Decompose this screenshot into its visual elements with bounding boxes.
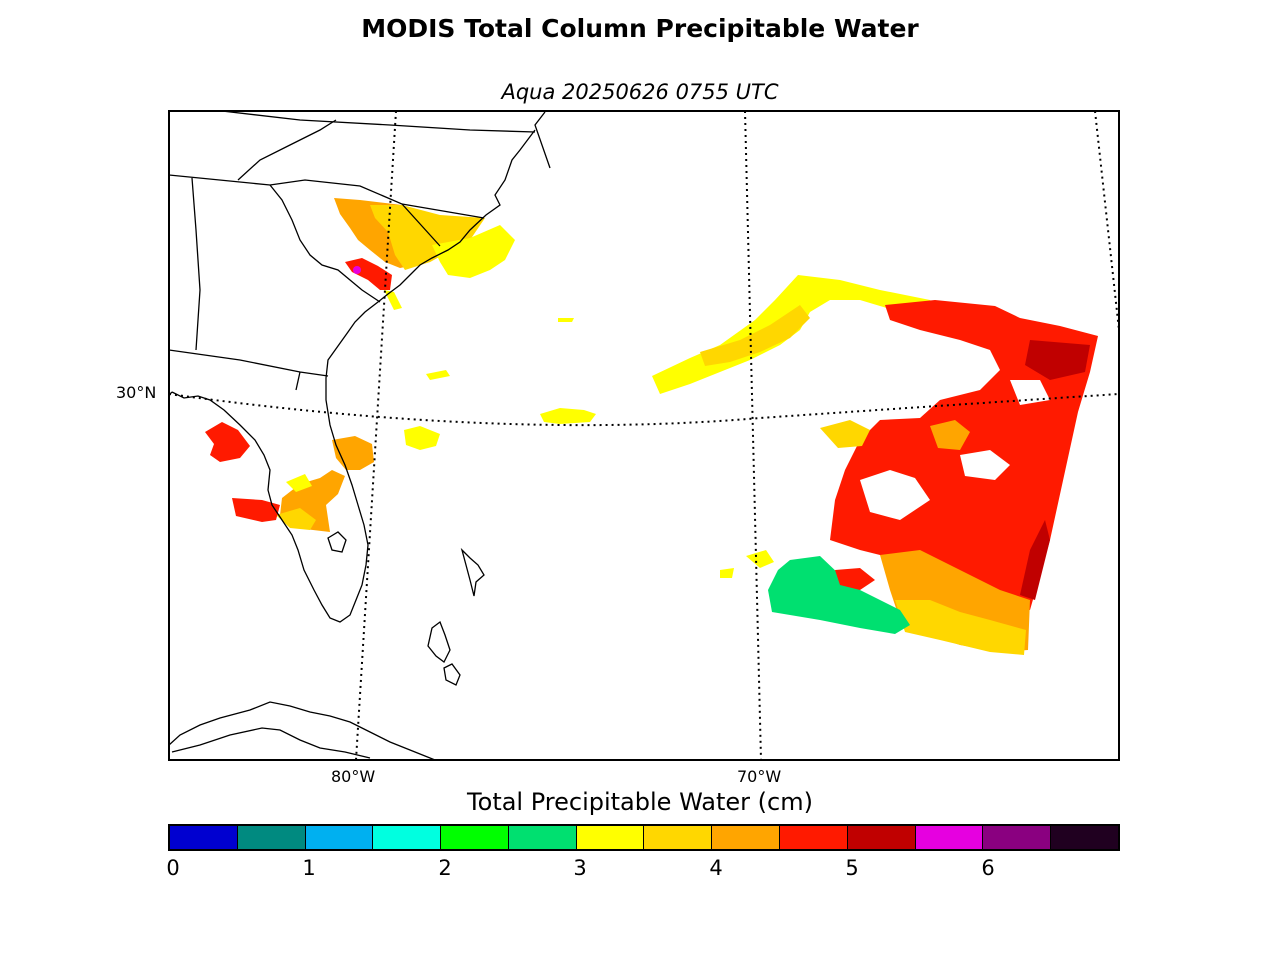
colorbar-segment-4 [441,826,509,849]
lat-label-30n: 30°N [116,383,157,402]
colorbar-segment-5 [508,826,577,849]
colorbar-label: Total Precipitable Water (cm) [467,788,813,816]
pw-speck-3 [558,318,574,322]
colorbar-segment-8 [712,826,781,849]
pw-speck-4 [746,550,774,568]
pw-speck-1 [426,370,450,380]
pw-swath-gold-low [895,600,1026,655]
pw-cfl-gold [276,508,316,530]
pw-cfl-red [232,498,280,522]
colorbar-segment-11 [915,826,984,849]
colorbar-segment-13 [1051,826,1118,849]
colorbar-segment-10 [847,826,916,849]
cbar-tick-3: 3 [573,856,587,880]
state-border-5 [295,371,301,391]
pw-nfl-orange [332,436,374,470]
lon-label-70w: 70°W [737,767,782,786]
pw-field-southeast-us [205,198,596,532]
colorbar [168,824,1120,851]
cbar-tick-0: 0 [166,856,180,880]
meridian-60w [1094,111,1119,331]
pw-swath-gap-1 [860,470,930,520]
pw-carolinas-red [345,258,392,290]
figure-title: MODIS Total Column Precipitable Water [361,14,919,43]
pw-swath-gold-top [820,420,870,448]
state-border-2 [169,174,441,247]
bahamas-south [443,663,461,686]
pw-swath-green [768,556,910,634]
us-east-coastline [171,111,551,623]
colorbar-segment-0 [170,826,238,849]
colorbar-segment-3 [373,826,442,849]
bahamas-andros [460,547,485,597]
pw-carolinas-gold [370,205,485,270]
pw-band-yellow [652,275,940,394]
colorbar-segment-6 [576,826,645,849]
pw-nfl-yellow [404,426,440,450]
lon-label-80w: 80°W [331,767,376,786]
pw-gulf-red [205,422,250,462]
pw-field-atlantic-swath [652,275,1098,655]
colorbar-segment-2 [305,826,374,849]
pw-carolinas-magenta [353,266,361,274]
bahamas-east [427,620,451,663]
parallel-30n [169,393,1119,427]
pw-band-gold [700,305,810,366]
colorbar-segment-7 [644,826,713,849]
pw-swath-red-small [835,568,875,590]
colorbar-segment-12 [983,826,1052,849]
state-border-8 [401,203,485,219]
pw-carolinas-yellow-2 [384,290,402,310]
pw-cfl-yellow [286,474,312,492]
state-border-7 [237,119,337,181]
pw-swath-darkred-2 [1020,520,1050,600]
graticule [169,111,1119,760]
pw-swath-darkred [1025,340,1090,380]
pw-speck-5 [720,568,734,578]
state-border-6 [221,111,536,133]
cbar-tick-4: 4 [709,856,723,880]
colorbar-segment-1 [237,826,306,849]
figure-subtitle: Aqua 20250626 0755 UTC [501,80,779,104]
pw-swath-gap-4 [1010,380,1050,405]
meridian-70w [744,111,762,760]
pw-carolinas-yellow [432,225,515,278]
cuba-inner [171,727,371,759]
state-border-4 [169,349,329,377]
map-frame [168,110,1120,761]
pw-speck-2 [540,408,596,424]
cbar-tick-5: 5 [845,856,859,880]
lake-okeechobee [327,531,347,553]
cbar-tick-2: 2 [438,856,452,880]
pw-swath-orange-top [930,420,970,450]
coastlines [169,111,551,760]
state-border-3 [269,184,381,303]
colorbar-segment-9 [780,826,848,849]
meridian-80w [355,111,397,760]
cbar-tick-1: 1 [302,856,316,880]
cbar-tick-6: 6 [981,856,995,880]
pw-swath-gap-2 [960,450,1010,480]
cuba-coast [169,701,436,760]
state-border-1 [191,177,201,351]
